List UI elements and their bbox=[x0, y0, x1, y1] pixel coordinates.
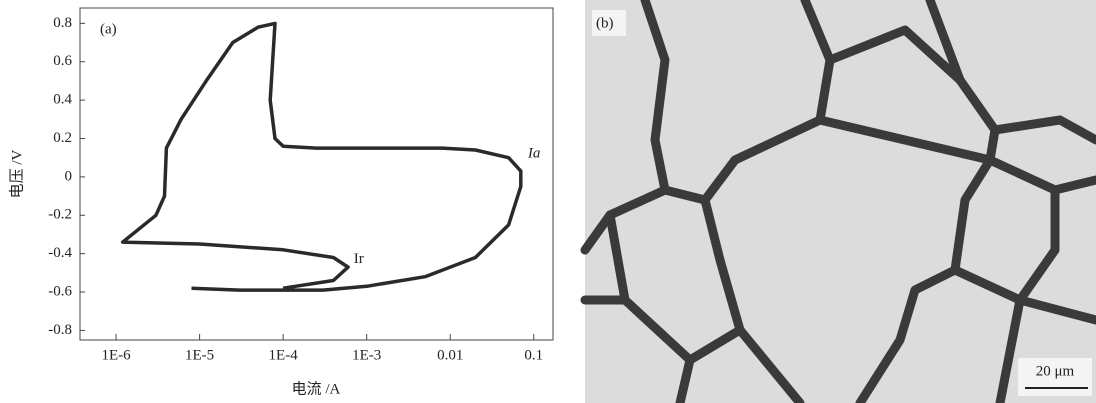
scale-bar-label: 20 μm bbox=[1036, 363, 1075, 379]
annotation: Ir bbox=[354, 251, 364, 267]
panel-label: (a) bbox=[100, 21, 117, 37]
y-axis-label: 电压 /V bbox=[8, 149, 25, 198]
y-tick-label: -0.2 bbox=[48, 207, 72, 223]
y-tick-label: 0.4 bbox=[53, 92, 72, 108]
polarization-curve bbox=[123, 23, 521, 290]
y-tick-label: -0.8 bbox=[48, 322, 72, 338]
x-tick-label: 1E-6 bbox=[101, 347, 131, 363]
y-tick-label: 0.2 bbox=[53, 130, 72, 146]
x-tick-label: 0.1 bbox=[524, 347, 543, 363]
y-tick-label: -0.4 bbox=[48, 245, 72, 261]
figure: (a) 电流 /A 电压 /V (b) 20 μm 0.8 0.6 0.4 0.2 0 -… bbox=[0, 0, 1096, 403]
x-tick-label: 1E-3 bbox=[352, 347, 381, 363]
x-tick-label: 1E-5 bbox=[185, 347, 214, 363]
x-tick-label: 0.01 bbox=[437, 347, 463, 363]
micrograph-label: (b) bbox=[596, 15, 614, 31]
y-tick-label: -0.6 bbox=[48, 283, 72, 299]
annotation: Ia bbox=[527, 145, 541, 161]
x-axis-label: 电流 /A bbox=[292, 380, 341, 397]
x-tick-label: 1E-4 bbox=[269, 347, 299, 363]
y-tick-label: 0.8 bbox=[53, 15, 72, 31]
y-tick-label: 0 bbox=[65, 168, 73, 184]
y-tick-label: 0.6 bbox=[53, 53, 72, 69]
micrograph: (b) 20 μm bbox=[585, 0, 1096, 403]
